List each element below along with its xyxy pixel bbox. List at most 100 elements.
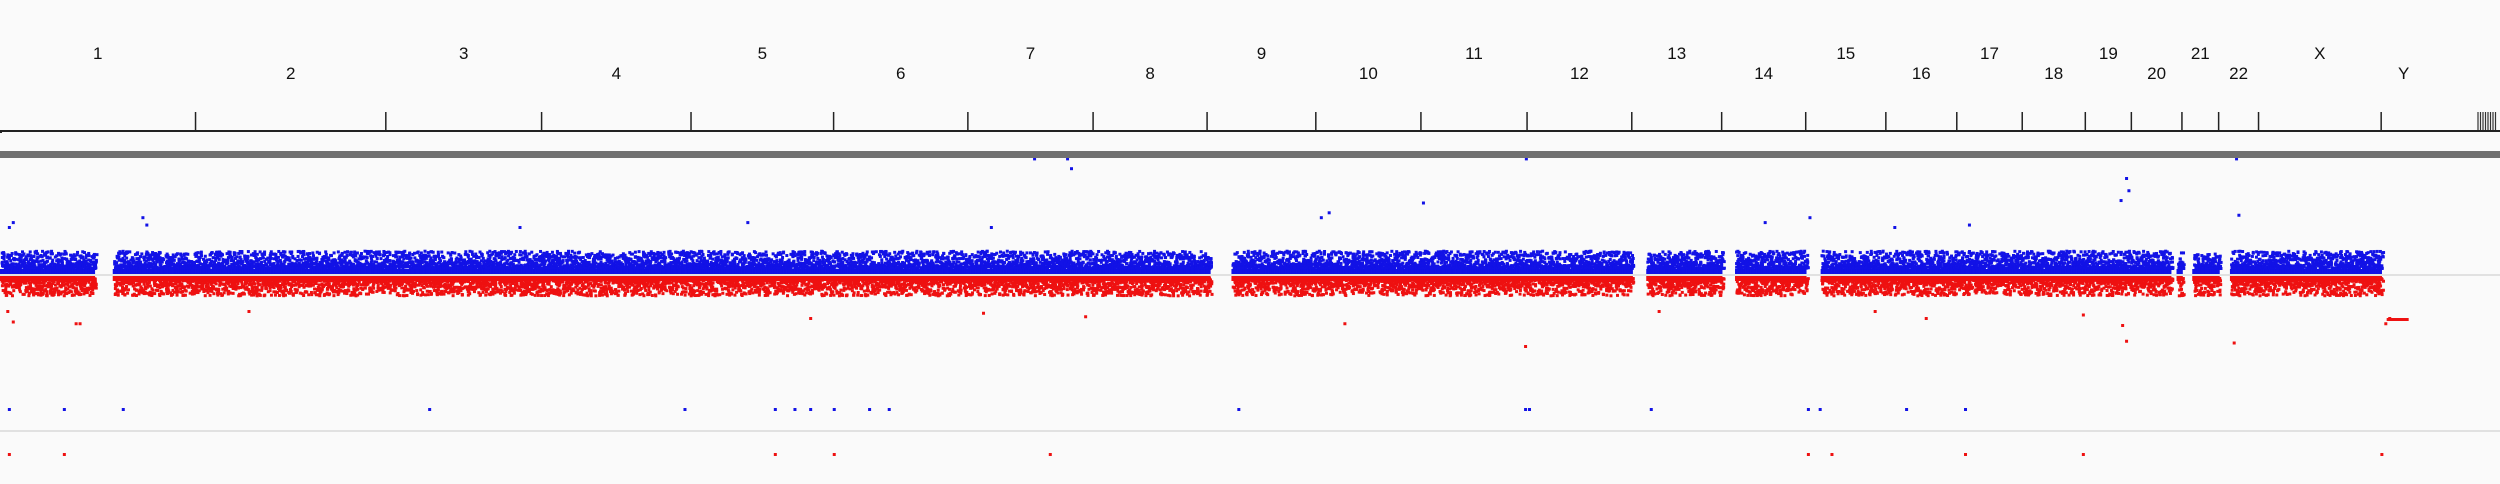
- gain-point: [685, 262, 689, 266]
- gain-point: [737, 260, 741, 264]
- chromosome-label-x[interactable]: X: [2314, 44, 2325, 63]
- gain-point: [125, 256, 129, 260]
- chromosome-ruler[interactable]: 1 2 3 4 5 6 7 8 9 10 11 12 13 14 15 16 17 18 19 20 21 22 X Y: [0, 0, 2500, 133]
- gain-point: [79, 263, 83, 267]
- gain-point: [647, 251, 651, 255]
- gain-point: [486, 262, 490, 266]
- gain-point: [270, 252, 274, 256]
- gain-point: [793, 254, 797, 258]
- chromosome-label-3[interactable]: 3: [459, 44, 468, 63]
- gain-point: [423, 249, 427, 253]
- gain-point: [480, 254, 484, 258]
- gain-point: [936, 255, 940, 259]
- gain-point: [125, 251, 129, 255]
- chromosome-label-22[interactable]: 22: [2229, 64, 2248, 83]
- gain-point: [672, 266, 676, 270]
- chromosome-label-17[interactable]: 17: [1980, 44, 1999, 63]
- gain-point: [662, 250, 666, 254]
- gain-point: [268, 256, 272, 260]
- gain-point: [639, 257, 643, 261]
- gain-point: [208, 258, 212, 262]
- chromosome-label-7[interactable]: 7: [1026, 44, 1035, 63]
- gain-point: [725, 264, 729, 268]
- gain-point: [336, 266, 340, 270]
- gain-point: [436, 253, 440, 257]
- gain-point: [132, 266, 136, 270]
- chromosome-label-21[interactable]: 21: [2191, 44, 2210, 63]
- gain-point: [43, 252, 47, 256]
- chromosome-label-1[interactable]: 1: [93, 44, 102, 63]
- gain-point: [452, 261, 456, 265]
- gain-point: [203, 254, 207, 258]
- gain-point: [281, 255, 285, 259]
- gain-point: [637, 259, 641, 263]
- chromosome-label-15[interactable]: 15: [1836, 44, 1855, 63]
- gain-point: [406, 262, 410, 266]
- chromosome-label-13[interactable]: 13: [1667, 44, 1686, 63]
- gain-point: [543, 262, 547, 266]
- gain-point: [139, 260, 143, 264]
- gain-point: [488, 266, 492, 270]
- gain-point: [484, 265, 488, 269]
- gain-point: [167, 258, 171, 262]
- gain-point: [243, 257, 247, 261]
- gain-point: [459, 258, 463, 262]
- gain-point: [617, 255, 621, 259]
- gain-point: [445, 262, 449, 266]
- chromosome-label-18[interactable]: 18: [2044, 64, 2063, 83]
- gain-point: [17, 263, 21, 267]
- copy-number-track[interactable]: [0, 148, 2500, 484]
- gain-point: [160, 260, 164, 264]
- gain-point: [681, 266, 685, 270]
- gain-point: [443, 260, 447, 264]
- gain-point: [414, 266, 418, 270]
- chromosome-label-10[interactable]: 10: [1359, 64, 1378, 83]
- chromosome-label-19[interactable]: 19: [2099, 44, 2118, 63]
- chromosome-label-4[interactable]: 4: [612, 64, 621, 83]
- gain-point: [702, 256, 706, 260]
- chromosome-label-2[interactable]: 2: [286, 64, 295, 83]
- chromosome-label-20[interactable]: 20: [2147, 64, 2166, 83]
- chromosome-label-14[interactable]: 14: [1754, 64, 1773, 83]
- chromosome-label-16[interactable]: 16: [1912, 64, 1931, 83]
- chromosome-label-12[interactable]: 12: [1570, 64, 1589, 83]
- gain-point: [366, 252, 370, 256]
- gain-point: [606, 263, 610, 267]
- gain-point: [337, 257, 341, 261]
- gain-point: [530, 250, 534, 254]
- gain-point: [450, 251, 454, 255]
- gain-point: [257, 262, 261, 266]
- gain-point: [2, 263, 6, 267]
- chromosome-label-11[interactable]: 11: [1465, 44, 1483, 63]
- gain-point: [425, 261, 429, 265]
- gain-point: [59, 252, 63, 256]
- gain-point: [405, 256, 409, 260]
- gain-point: [678, 251, 682, 255]
- gain-point: [599, 257, 603, 261]
- gain-point: [703, 258, 707, 262]
- gain-point: [388, 262, 392, 266]
- gain-point: [496, 266, 500, 270]
- gain-point: [695, 259, 699, 263]
- chromosome-label-5[interactable]: 5: [758, 44, 767, 63]
- gain-point: [527, 252, 531, 256]
- chromosome-label-8[interactable]: 8: [1145, 64, 1154, 83]
- gain-point: [752, 259, 756, 263]
- gain-point: [517, 260, 521, 264]
- chromosome-label-9[interactable]: 9: [1257, 44, 1266, 63]
- gain-point: [524, 252, 528, 256]
- gain-point: [912, 254, 916, 258]
- gain-point: [199, 262, 203, 266]
- gain-point: [254, 266, 258, 270]
- gain-point: [569, 253, 573, 257]
- gain-point: [529, 263, 533, 267]
- gain-point: [683, 265, 687, 269]
- gain-point: [1015, 259, 1019, 263]
- gain-point: [544, 253, 548, 257]
- gain-point: [594, 261, 598, 265]
- gain-point: [29, 254, 33, 258]
- gain-point: [616, 260, 620, 264]
- chromosome-label-6[interactable]: 6: [896, 64, 905, 83]
- chromosome-label-y[interactable]: Y: [2398, 64, 2409, 83]
- gain-point: [440, 250, 444, 254]
